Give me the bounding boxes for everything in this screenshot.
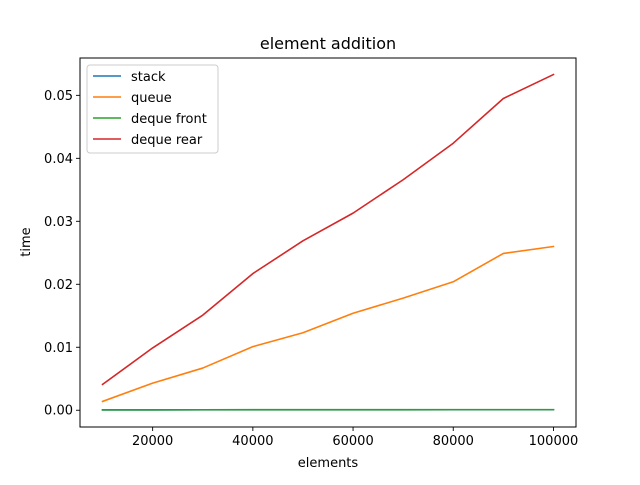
chart-title: element addition: [260, 34, 396, 53]
legend-label-queue: queue: [131, 91, 172, 106]
legend-label-stack: stack: [131, 70, 166, 85]
x-axis-label: elements: [298, 456, 359, 471]
y-tick-label: 0.00: [44, 404, 73, 419]
y-tick-label: 0.03: [44, 215, 73, 230]
x-tick-label: 60000: [332, 434, 373, 449]
x-tick-label: 40000: [232, 434, 273, 449]
y-tick-label: 0.01: [44, 341, 73, 356]
y-axis-label: time: [19, 227, 34, 256]
legend-label-deque-rear: deque rear: [131, 133, 203, 148]
legend: stack queue deque front deque rear: [87, 65, 218, 153]
y-tick-label: 0.05: [44, 89, 73, 104]
x-tick-label: 20000: [132, 434, 173, 449]
y-tick-label: 0.02: [44, 278, 73, 293]
y-tick-label: 0.04: [44, 152, 73, 167]
x-tick-label: 80000: [433, 434, 474, 449]
legend-label-deque-front: deque front: [131, 112, 207, 127]
x-tick-label: 100000: [529, 434, 579, 449]
